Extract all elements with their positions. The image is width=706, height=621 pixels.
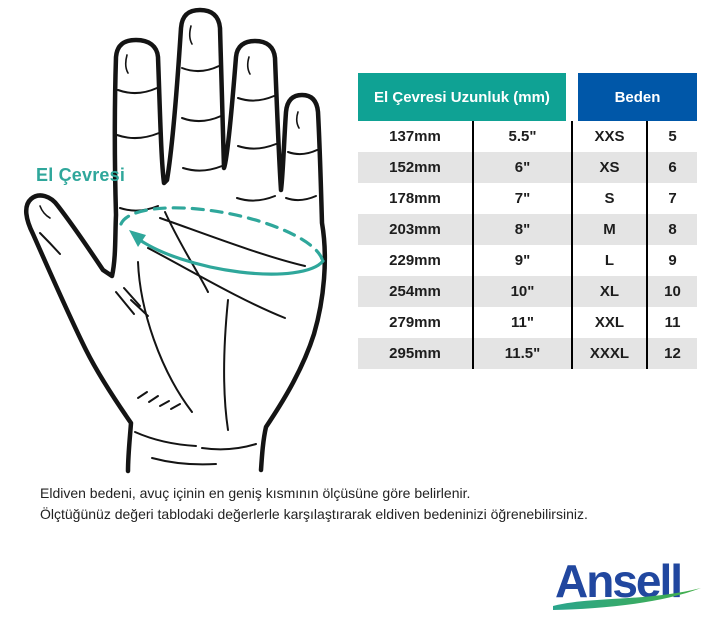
cell-inches: 8" [474,214,573,245]
ansell-logo: Ansell [553,555,703,616]
cell-size: XXXL [573,338,648,369]
size-table: El Çevresi Uzunluk (mm) Beden 137mm 5.5"… [358,73,697,369]
cell-size-num: 8 [648,214,697,245]
cell-inches: 10" [474,276,573,307]
hand-circumference-label: El Çevresi [36,165,126,185]
ansell-logo-icon: Ansell [553,555,701,610]
cell-size-num: 9 [668,252,677,269]
cell-mm: 178mm [358,183,474,214]
cell-size: XXL [573,307,648,338]
cell-inches: 11" [474,307,573,338]
hand-illustration: El Çevresi [0,0,350,482]
table-header-measurement: El Çevresi Uzunluk (mm) [358,73,566,121]
cell-mm: 137mm [358,121,474,152]
cell-size: M [573,214,648,245]
cell-size: S [573,183,648,214]
cell-size: XL [573,276,648,307]
cell-size-num: 10 [648,276,697,307]
cell-size-num: 12 [648,338,697,369]
cell-size-num: 11 [664,314,681,331]
cell-size-num: 6 [648,152,697,183]
cell-inches: 11.5" [474,338,573,369]
measurement-ellipse [119,206,325,276]
cell-size: XXS [573,121,648,152]
footer-line-1: Eldiven bedeni, avuç içinin en geniş kıs… [40,485,471,501]
cell-mm: 279mm [358,307,474,338]
cell-size-num: 7 [668,190,677,207]
footer-line-2: Ölçtüğünüz değeri tablodaki değerlerle k… [40,506,588,522]
cell-mm: 254mm [358,276,474,307]
cell-inches: 5.5" [474,121,573,152]
logo-swoosh-icon [553,588,701,610]
hand-drawing-icon [24,7,328,474]
cell-inches: 6" [474,152,573,183]
table-header-size: Beden [578,73,697,121]
footer-description: Eldiven bedeni, avuç içinin en geniş kıs… [40,483,588,525]
cell-inches: 9" [474,245,573,276]
cell-mm: 295mm [358,338,474,369]
cell-mm: 203mm [358,214,474,245]
cell-size: L [573,245,648,276]
cell-size: XS [573,152,648,183]
ellipse-arrowhead-icon [129,230,146,247]
cell-mm: 152mm [358,152,474,183]
cell-mm: 229mm [358,245,474,276]
cell-size-num: 5 [668,128,677,145]
cell-inches: 7" [474,183,573,214]
